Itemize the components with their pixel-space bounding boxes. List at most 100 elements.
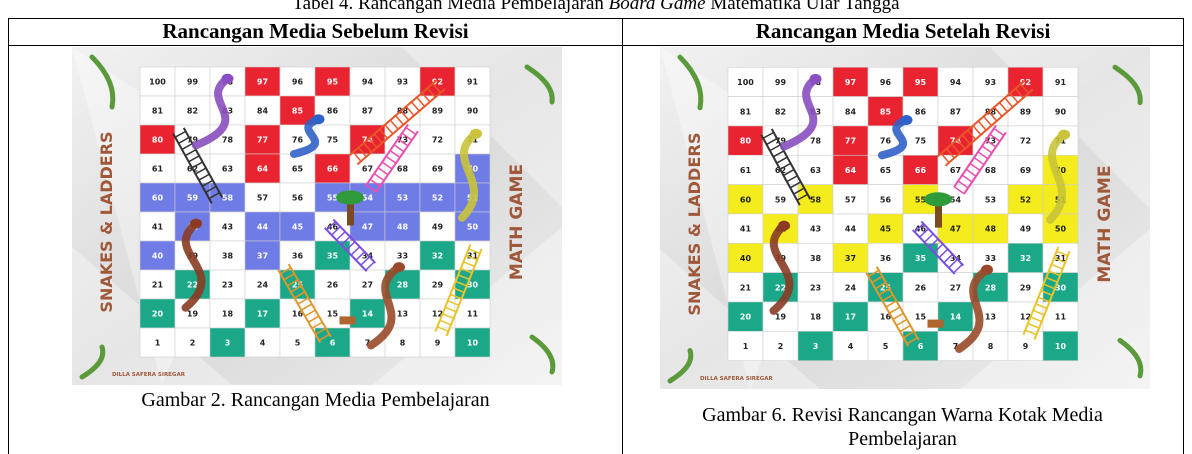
cell-number: 66 xyxy=(327,165,339,174)
cell-number: 13 xyxy=(397,310,408,319)
cell-number: 64 xyxy=(257,165,269,174)
cell-number: 43 xyxy=(222,223,233,232)
cell-number: 38 xyxy=(810,254,822,263)
cell-number: 8 xyxy=(400,339,406,348)
cell-number: 57 xyxy=(257,194,268,203)
cell-number: 75 xyxy=(915,137,927,146)
cell-number: 93 xyxy=(397,78,408,87)
table-border xyxy=(1183,18,1184,454)
cell-number: 21 xyxy=(152,281,164,290)
cell-number: 38 xyxy=(222,252,234,261)
cell-number: 13 xyxy=(985,313,996,322)
cell-number: 27 xyxy=(950,283,961,292)
cell-number: 48 xyxy=(397,223,409,232)
cell-number: 49 xyxy=(432,223,444,232)
cell-number: 20 xyxy=(740,313,752,322)
cell-number: 57 xyxy=(845,195,856,204)
cell-number: 9 xyxy=(435,339,441,348)
snake-head xyxy=(1058,130,1070,140)
cell-number: 2 xyxy=(778,342,784,351)
cell-number: 5 xyxy=(295,339,301,348)
cell-number: 59 xyxy=(775,195,787,204)
board-image: 1009998979695949392918182838485868788899… xyxy=(72,47,562,385)
cell-number: 63 xyxy=(810,166,821,175)
cell-number: 27 xyxy=(362,281,373,290)
cell-number: 77 xyxy=(845,137,856,146)
cell-number: 19 xyxy=(187,310,199,319)
cell-number: 9 xyxy=(1023,342,1029,351)
cell-number: 99 xyxy=(187,78,199,87)
side-title: SNAKES & LADDERS xyxy=(97,131,116,312)
cell-number: 11 xyxy=(1055,313,1067,322)
cell-number: 100 xyxy=(149,78,166,87)
figure-caption: Gambar 6. Revisi Rancangan Warna Kotak M… xyxy=(650,403,1155,451)
cell-number: 36 xyxy=(880,254,892,263)
cell-number: 1 xyxy=(743,342,749,351)
page: {"table": { "caption": ["Tabel 4. Rancan… xyxy=(0,0,1192,454)
cell-number: 45 xyxy=(880,225,892,234)
cell-number: 24 xyxy=(845,283,857,292)
cell-number: 91 xyxy=(1055,78,1067,87)
cell-number: 44 xyxy=(845,225,857,234)
cell-number: 4 xyxy=(848,342,854,351)
cell-number: 41 xyxy=(152,223,164,232)
cell-number: 41 xyxy=(740,225,752,234)
cell-number: 20 xyxy=(152,310,164,319)
snake-head xyxy=(393,262,405,272)
cell-number: 3 xyxy=(225,339,231,348)
cell-number: 3 xyxy=(813,342,819,351)
cell-number: 100 xyxy=(737,78,754,87)
cell-number: 40 xyxy=(740,254,752,263)
cell-number: 80 xyxy=(740,137,752,146)
cell-number: 65 xyxy=(292,165,304,174)
cell-number: 6 xyxy=(330,339,336,348)
cell-number: 68 xyxy=(985,166,997,175)
cell-number: 26 xyxy=(915,283,927,292)
cell-number: 37 xyxy=(845,254,856,263)
cell-number: 35 xyxy=(327,252,339,261)
cell-number: 53 xyxy=(985,195,996,204)
cell-number: 68 xyxy=(397,165,409,174)
cell-number: 58 xyxy=(810,195,822,204)
signpost xyxy=(340,316,356,324)
cell-number: 97 xyxy=(257,78,268,87)
cell-number: 45 xyxy=(292,223,304,232)
cell-number: 17 xyxy=(845,313,856,322)
cell-number: 15 xyxy=(915,313,927,322)
cell-number: 56 xyxy=(880,195,892,204)
cell-number: 32 xyxy=(1020,254,1031,263)
cell-number: 89 xyxy=(432,107,444,116)
cell-number: 40 xyxy=(152,252,164,261)
cell-number: 78 xyxy=(810,137,822,146)
cell-number: 14 xyxy=(362,310,374,319)
cell-number: 89 xyxy=(1020,107,1032,116)
cell-number: 72 xyxy=(432,136,443,145)
cell-number: 72 xyxy=(1020,137,1031,146)
side-title: SNAKES & LADDERS xyxy=(685,133,704,316)
cell-number: 94 xyxy=(362,78,374,87)
cell-number: 10 xyxy=(1055,342,1067,351)
snake-head xyxy=(981,265,993,275)
cell-number: 33 xyxy=(397,252,408,261)
cell-number: 81 xyxy=(152,107,164,116)
cell-number: 69 xyxy=(1020,166,1032,175)
cell-number: 37 xyxy=(257,252,268,261)
credit: DILLA SAFERA SIREGAR xyxy=(112,372,186,378)
cell-number: 53 xyxy=(397,194,408,203)
cell-number: 28 xyxy=(985,283,997,292)
cell-number: 76 xyxy=(880,137,892,146)
cell-number: 96 xyxy=(880,78,892,87)
cell-number: 50 xyxy=(467,223,479,232)
cell-number: 97 xyxy=(845,78,856,87)
cell-number: 48 xyxy=(985,225,997,234)
column-header: Rancangan Media Setelah Revisi xyxy=(623,18,1183,45)
cell-number: 78 xyxy=(222,136,234,145)
cell-number: 84 xyxy=(845,107,857,116)
cell-number: 65 xyxy=(880,166,892,175)
cell-number: 43 xyxy=(810,225,821,234)
cell-number: 94 xyxy=(950,78,962,87)
cell-number: 82 xyxy=(775,107,786,116)
cell-number: 61 xyxy=(152,165,164,174)
side-title: MATH GAME xyxy=(1095,165,1115,282)
tree-leaves xyxy=(336,191,364,205)
